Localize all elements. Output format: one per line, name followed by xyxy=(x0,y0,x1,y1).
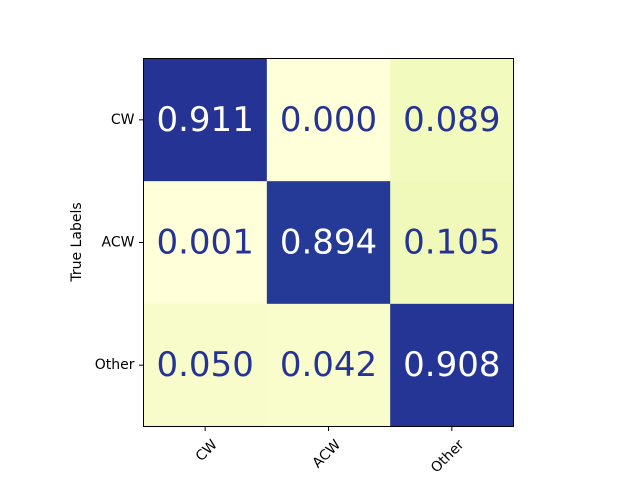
y-axis-label: True Labels xyxy=(69,202,85,282)
heatmap-cell-r2-c0 xyxy=(143,303,268,427)
heatmap-cell-r0-c0 xyxy=(143,58,268,182)
y-axis-ticks: CW ACW Other xyxy=(95,112,144,373)
cell-value-r1-c0: 0.001 xyxy=(156,223,253,263)
heatmap-cell-r1-c0 xyxy=(143,181,268,305)
cell-value-r2-c0: 0.050 xyxy=(156,345,253,385)
cell-value-r1-c2: 0.105 xyxy=(403,223,500,263)
y-tick-label-2: Other xyxy=(95,357,135,373)
cell-value-r2-c1: 0.042 xyxy=(280,345,377,385)
cell-value-r2-c2: 0.908 xyxy=(403,345,500,385)
heatmap-cells xyxy=(143,58,514,427)
cell-value-r0-c1: 0.000 xyxy=(280,100,377,140)
heatmap-cell-r0-c1 xyxy=(266,58,391,182)
heatmap-cell-r0-c2 xyxy=(390,58,514,182)
heatmap-cell-r1-c2 xyxy=(390,181,514,305)
heatmap-cell-r1-c1 xyxy=(266,181,391,305)
cell-value-r1-c1: 0.894 xyxy=(280,223,377,263)
x-tick-label-1: ACW xyxy=(309,437,344,472)
cell-value-r0-c2: 0.089 xyxy=(403,100,500,140)
heatmap-cell-r2-c2 xyxy=(390,303,514,427)
cell-value-r0-c0: 0.911 xyxy=(156,100,253,140)
x-axis-ticks: CW ACW Other xyxy=(193,426,468,477)
x-tick-label-0: CW xyxy=(193,437,221,465)
y-tick-label-1: ACW xyxy=(102,235,135,251)
y-tick-label-0: CW xyxy=(111,112,135,128)
heatmap-cell-r2-c1 xyxy=(266,303,391,427)
x-tick-label-2: Other xyxy=(428,437,468,477)
cell-value-labels: 0.911 0.000 0.089 0.001 0.894 0.105 0.050 0.042… xyxy=(156,100,500,385)
